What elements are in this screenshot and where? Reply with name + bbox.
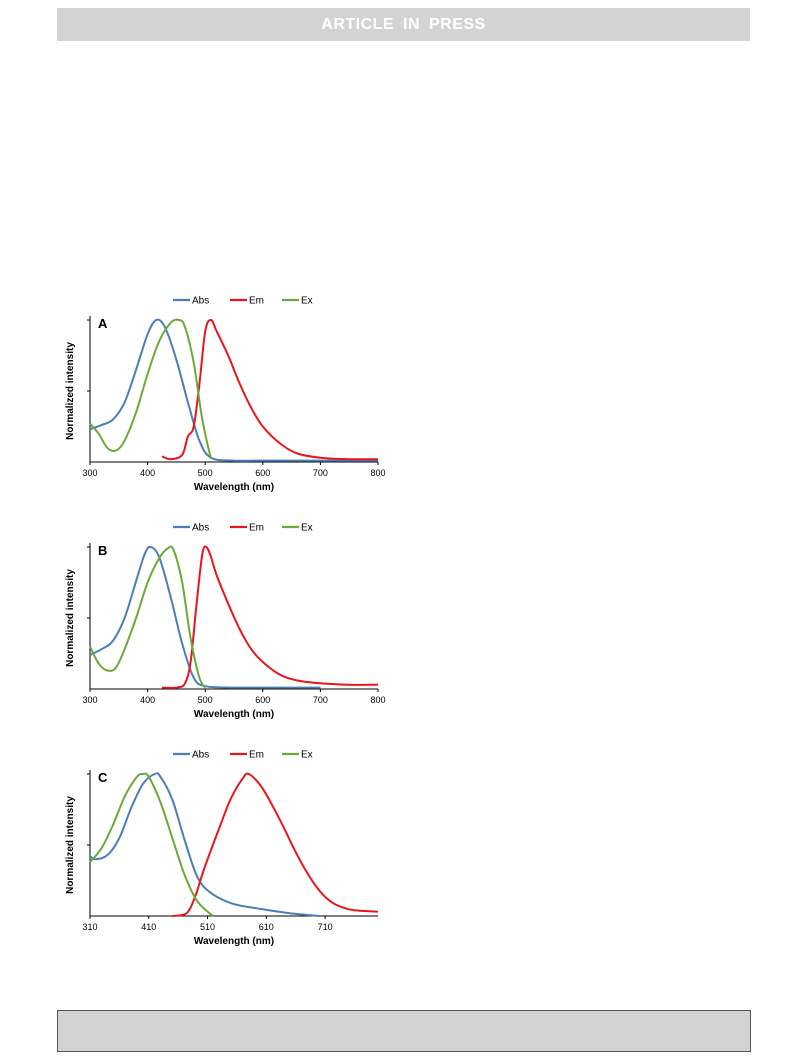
x-tick-label: 300	[82, 695, 97, 705]
article-in-press-banner: ARTICLE IN PRESS	[57, 8, 750, 41]
x-tick-label: 610	[259, 922, 274, 932]
y-axis-title: Normalized intensity	[65, 342, 76, 440]
legend-label-em: Em	[249, 296, 264, 307]
x-axis-title: Wavelength (nm)	[194, 709, 274, 720]
series-line-ex	[89, 545, 207, 689]
legend-label-em: Em	[249, 750, 264, 761]
x-tick-label: 510	[200, 922, 215, 932]
chart-panel-b: 300 400 500 600 700 800 Wavelength (nm) Normali…	[60, 515, 390, 725]
legend-label-abs: Abs	[192, 750, 209, 761]
series-line-em	[161, 319, 379, 461]
legend-label-ex: Ex	[301, 296, 313, 307]
x-axis-title: Wavelength (nm)	[194, 936, 274, 947]
series-line-ex	[89, 772, 214, 917]
banner-text: ARTICLE IN PRESS	[321, 15, 486, 33]
x-tick-label: 600	[255, 468, 270, 478]
series-line-abs	[89, 318, 378, 462]
x-tick-label: 800	[370, 695, 385, 705]
legend-label-ex: Ex	[301, 750, 313, 761]
x-tick-label: 300	[82, 468, 97, 478]
legend-label-abs: Abs	[192, 296, 209, 307]
series-line-ex	[89, 318, 212, 460]
x-tick-label: 310	[82, 922, 97, 932]
series-line-em	[172, 772, 379, 917]
y-axis-title: Normalized intensity	[65, 796, 76, 894]
chart-svg-a: 300 400 500 600 700 800 Wavelength (nm) Normali…	[65, 296, 386, 494]
chart-svg-b: 300 400 500 600 700 800 Wavelength (nm) Normali…	[65, 523, 386, 721]
x-tick-label: 600	[255, 695, 270, 705]
x-tick-label: 400	[140, 468, 155, 478]
chart-svg-c: 310 410 510 610 710 Wavelength (nm) Normalized…	[65, 750, 379, 947]
x-tick-label: 710	[318, 922, 333, 932]
footer-placeholder-box	[57, 1010, 751, 1052]
x-tick-label: 400	[140, 695, 155, 705]
x-tick-label: 700	[313, 468, 328, 478]
x-axis-title: Wavelength (nm)	[194, 482, 274, 493]
panel-label: C	[98, 770, 108, 785]
chart-panel-a: 300 400 500 600 700 800 Wavelength (nm) Normali…	[60, 288, 390, 498]
series-line-abs	[89, 772, 320, 917]
x-tick-label: 500	[198, 468, 213, 478]
panel-label: A	[98, 316, 108, 331]
series-line-abs	[89, 545, 321, 689]
x-tick-label: 410	[141, 922, 156, 932]
panel-label: B	[98, 543, 107, 558]
x-tick-label: 700	[313, 695, 328, 705]
x-tick-label: 500	[198, 695, 213, 705]
legend-label-ex: Ex	[301, 523, 313, 534]
y-axis-title: Normalized intensity	[65, 569, 76, 667]
legend-label-em: Em	[249, 523, 264, 534]
series-line-em	[161, 545, 379, 689]
legend-label-abs: Abs	[192, 523, 209, 534]
chart-panel-c: 310 410 510 610 710 Wavelength (nm) Normalized…	[60, 742, 390, 952]
x-tick-label: 800	[370, 468, 385, 478]
